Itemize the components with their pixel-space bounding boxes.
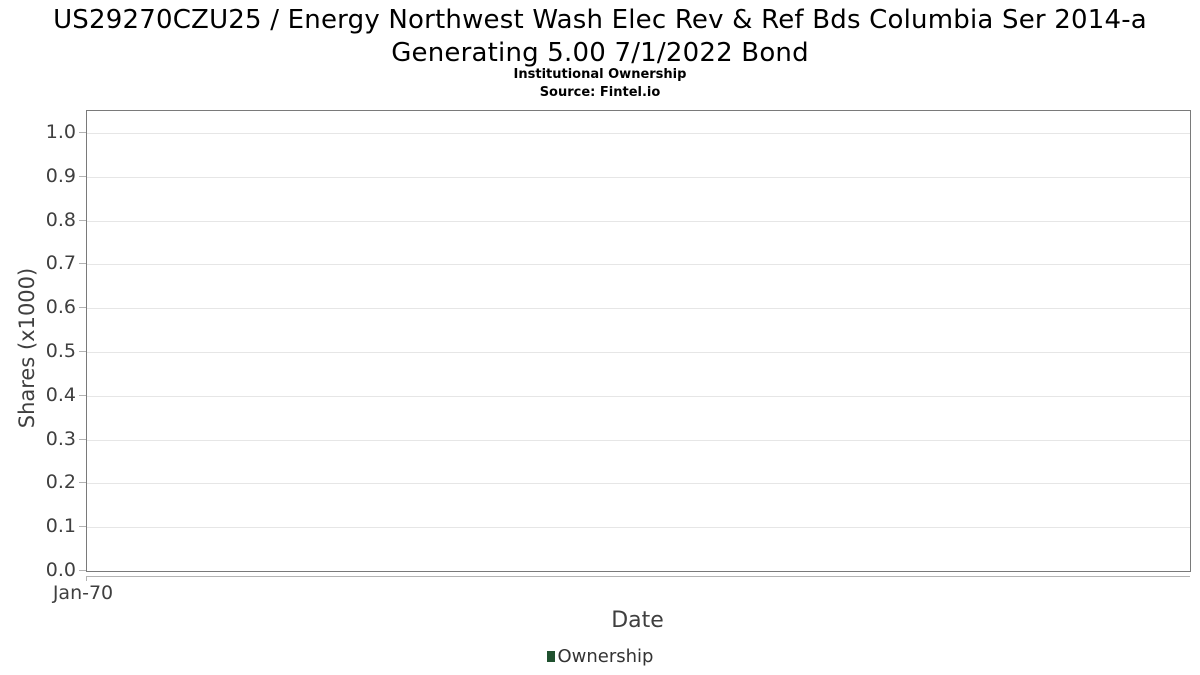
y-gridline — [87, 571, 1190, 572]
y-tick-mark — [79, 307, 86, 309]
y-gridline — [87, 176, 1190, 178]
x-axis-tick — [86, 576, 87, 581]
y-tick-mark — [79, 570, 86, 571]
y-tick-mark — [79, 351, 86, 352]
chart-title-line2: Generating 5.00 7/1/2022 Bond — [391, 38, 809, 68]
y-gridline — [87, 395, 1190, 397]
y-tick-label: 0.7 — [45, 252, 76, 275]
chart-title-line1: US29270CZU25 / Energy Northwest Wash Ele… — [53, 5, 1147, 35]
y-tick-label: 0.8 — [45, 208, 76, 231]
y-tick-label: 0.2 — [45, 471, 76, 494]
y-gridline — [87, 308, 1190, 310]
y-gridline — [87, 352, 1190, 353]
plot-area — [86, 110, 1191, 572]
x-axis-title: Date — [611, 608, 664, 633]
y-tick-mark — [79, 526, 86, 528]
y-tick-mark — [79, 263, 86, 265]
y-tick-label: 0.6 — [45, 296, 76, 319]
legend-entry-label: Ownership — [557, 645, 654, 667]
chart-subtitle: Institutional Ownership — [513, 67, 687, 82]
x-tick-label: Jan-70 — [52, 582, 114, 604]
legend-marker-icon — [546, 650, 555, 662]
y-tick-label: 0.4 — [45, 383, 76, 406]
y-tick-mark — [79, 219, 86, 221]
y-tick-mark — [79, 482, 86, 484]
y-tick-label: 0.0 — [45, 559, 76, 581]
y-tick-label: 0.9 — [45, 164, 76, 187]
y-tick-label: 0.1 — [45, 515, 76, 538]
chart-source-label: Source: Fintel.io — [539, 85, 661, 100]
chart-legend: Ownership — [0, 644, 1200, 668]
y-tick-mark — [79, 175, 86, 177]
y-tick-mark — [79, 394, 86, 396]
y-tick-mark — [79, 438, 86, 440]
legend-entry-ownership[interactable]: Ownership — [546, 645, 654, 667]
y-gridline — [87, 220, 1190, 222]
y-tick-label: 0.5 — [45, 340, 76, 362]
y-tick-mark — [79, 132, 86, 133]
x-axis-line — [86, 576, 1190, 577]
y-gridline — [87, 527, 1190, 529]
y-tick-label: 0.3 — [45, 427, 76, 450]
y-tick-label: 1.0 — [45, 121, 76, 143]
y-gridline — [87, 439, 1190, 441]
y-gridline — [87, 133, 1190, 134]
y-gridline — [87, 264, 1190, 266]
y-gridline — [87, 483, 1190, 485]
chart-title: US29270CZU25 / Energy Northwest Wash Ele… — [0, 4, 1200, 70]
